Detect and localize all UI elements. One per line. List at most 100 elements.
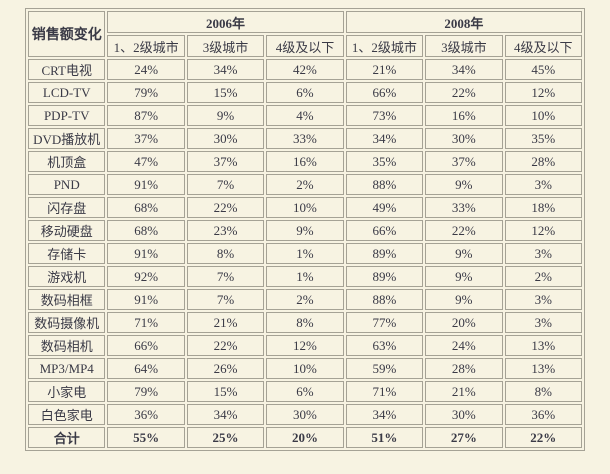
cell-value: 33% xyxy=(425,197,503,218)
table-row: 移动硬盘 68% 23% 9% 66% 22% 12% xyxy=(28,220,582,241)
cell-value: 89% xyxy=(345,243,424,264)
cell-value: 8% xyxy=(186,243,265,264)
cell-value: 3% xyxy=(504,243,582,264)
cell-value: 79% xyxy=(107,82,185,103)
cell-value: 34% xyxy=(425,59,503,80)
tier-header-2006-tier4: 4级及以下 xyxy=(266,35,344,57)
table-row: 数码相框 91% 7% 2% 88% 9% 3% xyxy=(28,289,582,310)
cell-value: 68% xyxy=(107,220,185,241)
cell-value: 8% xyxy=(266,312,344,333)
cell-value: 16% xyxy=(266,151,344,172)
cell-value: 91% xyxy=(107,243,185,264)
cell-value: 3% xyxy=(504,312,582,333)
cell-value: 28% xyxy=(504,151,582,172)
cell-value: 9% xyxy=(425,289,503,310)
cell-value: 87% xyxy=(107,105,185,126)
row-label: CRT电视 xyxy=(28,59,106,80)
cell-value: 91% xyxy=(107,174,185,195)
cell-value: 3% xyxy=(504,289,582,310)
row-label: 小家电 xyxy=(28,381,106,402)
total-row-label: 合计 xyxy=(28,427,106,448)
table-row: PDP-TV 87% 9% 4% 73% 16% 10% xyxy=(28,105,582,126)
cell-value: 2% xyxy=(504,266,582,287)
cell-value: 7% xyxy=(186,174,265,195)
cell-value: 33% xyxy=(266,128,344,149)
table-header: 销售额变化 2006年 2008年 1、2级城市 3级城市 4级及以下 1、2级… xyxy=(28,11,582,57)
tier-header-row: 1、2级城市 3级城市 4级及以下 1、2级城市 3级城市 4级及以下 xyxy=(28,35,582,57)
row-label: MP3/MP4 xyxy=(28,358,106,379)
cell-value: 18% xyxy=(504,197,582,218)
table-row: 数码摄像机 71% 21% 8% 77% 20% 3% xyxy=(28,312,582,333)
cell-value: 4% xyxy=(266,105,344,126)
cell-value: 8% xyxy=(504,381,582,402)
row-label: LCD-TV xyxy=(28,82,106,103)
cell-value: 73% xyxy=(345,105,424,126)
tier-header-2008-tier3: 3级城市 xyxy=(425,35,503,57)
cell-value: 59% xyxy=(345,358,424,379)
cell-value: 9% xyxy=(266,220,344,241)
cell-value: 47% xyxy=(107,151,185,172)
total-cell-value: 22% xyxy=(504,427,582,448)
table-row: MP3/MP4 64% 26% 10% 59% 28% 13% xyxy=(28,358,582,379)
cell-value: 66% xyxy=(345,220,424,241)
cell-value: 1% xyxy=(266,243,344,264)
row-label: 闪存盘 xyxy=(28,197,106,218)
total-cell-value: 27% xyxy=(425,427,503,448)
cell-value: 10% xyxy=(266,197,344,218)
year-header-row: 销售额变化 2006年 2008年 xyxy=(28,11,582,57)
cell-value: 34% xyxy=(345,128,424,149)
cell-value: 66% xyxy=(107,335,185,356)
cell-value: 12% xyxy=(504,82,582,103)
cell-value: 36% xyxy=(107,404,185,425)
total-cell-value: 51% xyxy=(345,427,424,448)
cell-value: 77% xyxy=(345,312,424,333)
cell-value: 79% xyxy=(107,381,185,402)
cell-value: 10% xyxy=(504,105,582,126)
cell-value: 49% xyxy=(345,197,424,218)
table-row: 存储卡 91% 8% 1% 89% 9% 3% xyxy=(28,243,582,264)
cell-value: 64% xyxy=(107,358,185,379)
cell-value: 36% xyxy=(504,404,582,425)
cell-value: 26% xyxy=(186,358,265,379)
tier-header-2006-tier3: 3级城市 xyxy=(186,35,265,57)
cell-value: 89% xyxy=(345,266,424,287)
cell-value: 30% xyxy=(425,128,503,149)
cell-value: 22% xyxy=(425,82,503,103)
cell-value: 37% xyxy=(107,128,185,149)
cell-value: 16% xyxy=(425,105,503,126)
row-label: 存储卡 xyxy=(28,243,106,264)
table-row: CRT电视 24% 34% 42% 21% 34% 45% xyxy=(28,59,582,80)
cell-value: 13% xyxy=(504,358,582,379)
sales-change-table: 销售额变化 2006年 2008年 1、2级城市 3级城市 4级及以下 1、2级… xyxy=(25,8,585,451)
cell-value: 30% xyxy=(425,404,503,425)
cell-value: 22% xyxy=(186,197,265,218)
cell-value: 35% xyxy=(504,128,582,149)
cell-value: 2% xyxy=(266,174,344,195)
cell-value: 10% xyxy=(266,358,344,379)
cell-value: 37% xyxy=(186,151,265,172)
cell-value: 88% xyxy=(345,174,424,195)
tier-header-2008-tier4: 4级及以下 xyxy=(504,35,582,57)
table-row: 白色家电 36% 34% 30% 34% 30% 36% xyxy=(28,404,582,425)
table-row: 数码相机 66% 22% 12% 63% 24% 13% xyxy=(28,335,582,356)
row-label: 数码相机 xyxy=(28,335,106,356)
cell-value: 34% xyxy=(186,404,265,425)
row-label: DVD播放机 xyxy=(28,128,106,149)
cell-value: 42% xyxy=(266,59,344,80)
cell-value: 24% xyxy=(107,59,185,80)
tier-header-2006-tier12: 1、2级城市 xyxy=(107,35,185,57)
cell-value: 2% xyxy=(266,289,344,310)
cell-value: 30% xyxy=(186,128,265,149)
cell-value: 12% xyxy=(504,220,582,241)
row-label: 数码摄像机 xyxy=(28,312,106,333)
year-header-2006: 2006年 xyxy=(107,11,344,33)
year-header-2008: 2008年 xyxy=(345,11,582,33)
table-row: PND 91% 7% 2% 88% 9% 3% xyxy=(28,174,582,195)
cell-value: 1% xyxy=(266,266,344,287)
table-row: 闪存盘 68% 22% 10% 49% 33% 18% xyxy=(28,197,582,218)
sales-change-table-container: 销售额变化 2006年 2008年 1、2级城市 3级城市 4级及以下 1、2级… xyxy=(25,8,585,451)
row-label: 机顶盒 xyxy=(28,151,106,172)
cell-value: 35% xyxy=(345,151,424,172)
row-label: 移动硬盘 xyxy=(28,220,106,241)
cell-value: 30% xyxy=(266,404,344,425)
